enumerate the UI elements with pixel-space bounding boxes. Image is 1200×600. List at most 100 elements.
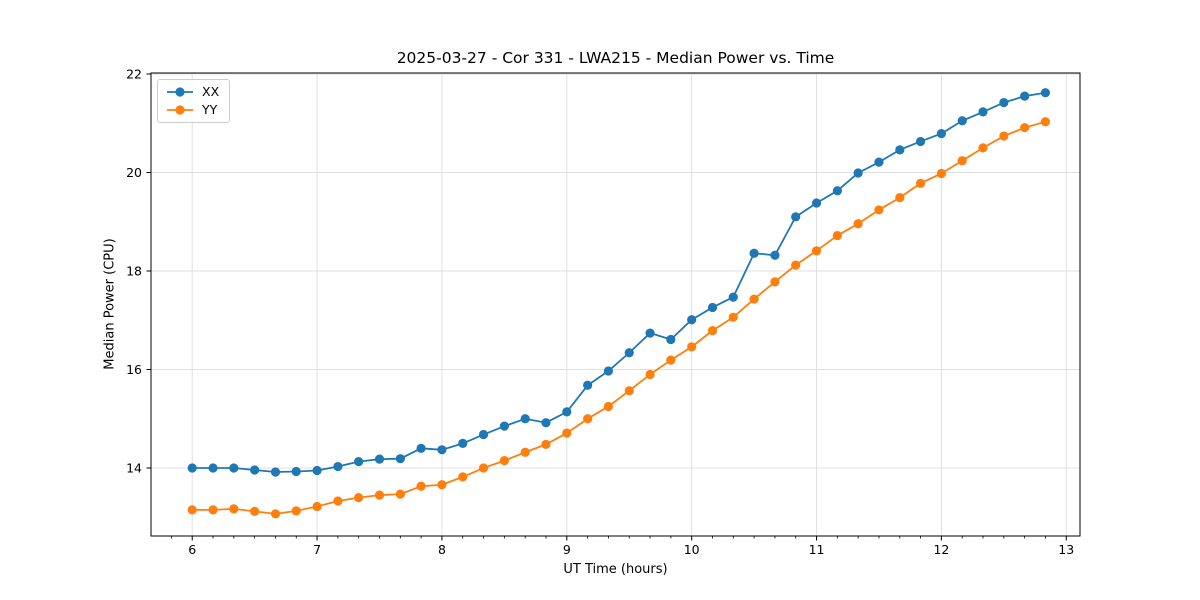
data-point-yy[interactable] [541, 439, 551, 449]
data-point-yy[interactable] [624, 386, 634, 396]
data-point-xx[interactable] [312, 465, 322, 476]
gridlines [151, 73, 1080, 536]
data-point-yy[interactable] [645, 369, 655, 380]
data-point-yy[interactable] [583, 414, 593, 424]
data-point-xx[interactable] [583, 380, 593, 390]
data-point-xx[interactable] [770, 250, 780, 260]
data-point-yy[interactable] [187, 505, 197, 515]
data-point-yy[interactable] [978, 143, 988, 153]
data-point-xx[interactable] [978, 107, 988, 117]
data-point-xx[interactable] [874, 157, 884, 167]
data-point-xx[interactable] [645, 328, 655, 338]
data-point-xx[interactable] [1040, 88, 1051, 98]
data-point-yy[interactable] [936, 168, 946, 179]
data-point-xx[interactable] [250, 465, 260, 475]
series-xx[interactable] [187, 88, 1051, 477]
data-point-yy[interactable] [229, 504, 239, 514]
data-point-yy[interactable] [270, 509, 281, 519]
data-point-xx[interactable] [895, 145, 905, 155]
data-point-xx[interactable] [936, 128, 946, 139]
legend-swatch-yy-icon [167, 105, 193, 115]
data-point-xx[interactable] [291, 466, 301, 477]
series-yy[interactable] [187, 117, 1051, 519]
data-point-yy[interactable] [1040, 117, 1051, 127]
data-point-yy[interactable] [312, 501, 322, 512]
data-point-xx[interactable] [395, 454, 405, 464]
data-point-yy[interactable] [1020, 123, 1030, 133]
data-point-yy[interactable] [874, 205, 884, 215]
data-point-xx[interactable] [1020, 91, 1030, 101]
x-tick-label: 10 [684, 542, 700, 557]
x-tick-label: 9 [563, 542, 571, 557]
data-point-xx[interactable] [541, 418, 551, 428]
data-point-yy[interactable] [811, 246, 822, 256]
data-point-xx[interactable] [666, 334, 676, 345]
data-point-xx[interactable] [603, 366, 613, 376]
data-point-yy[interactable] [832, 230, 842, 241]
data-point-xx[interactable] [999, 97, 1009, 108]
data-point-yy[interactable] [791, 260, 801, 270]
data-point-yy[interactable] [250, 506, 260, 516]
data-point-xx[interactable] [832, 186, 842, 196]
data-point-yy[interactable] [437, 480, 447, 490]
data-point-yy[interactable] [957, 156, 967, 166]
plot-border [150, 72, 1081, 537]
y-axis-label: Median Power (CPU) [102, 238, 118, 370]
data-point-xx[interactable] [915, 136, 926, 147]
data-point-xx[interactable] [478, 429, 489, 440]
data-point-yy[interactable] [770, 277, 780, 287]
y-tick-label: 14 [126, 461, 142, 476]
data-point-xx[interactable] [458, 438, 468, 448]
data-point-yy[interactable] [853, 219, 863, 229]
data-point-yy[interactable] [749, 294, 759, 304]
data-point-yy[interactable] [291, 506, 301, 516]
data-point-yy[interactable] [395, 489, 405, 499]
data-point-xx[interactable] [270, 467, 281, 477]
data-point-xx[interactable] [229, 463, 239, 473]
data-point-xx[interactable] [354, 457, 364, 467]
data-point-xx[interactable] [562, 407, 572, 417]
data-point-yy[interactable] [458, 472, 468, 482]
data-point-yy[interactable] [354, 492, 364, 503]
data-point-xx[interactable] [957, 116, 967, 126]
data-point-yy[interactable] [603, 401, 613, 412]
data-point-yy[interactable] [374, 490, 385, 500]
data-point-yy[interactable] [707, 326, 718, 336]
data-point-yy[interactable] [499, 456, 509, 466]
data-point-xx[interactable] [437, 445, 447, 455]
data-point-yy[interactable] [999, 131, 1009, 141]
data-point-yy[interactable] [416, 481, 426, 491]
axes: 6 7 8 9 10 11 12 13 14 16 18 20 22 [126, 66, 1081, 557]
series-line-xx [192, 91, 1046, 473]
data-point-xx[interactable] [333, 461, 343, 472]
data-point-xx[interactable] [208, 463, 218, 473]
data-point-xx[interactable] [520, 414, 530, 424]
data-point-xx[interactable] [416, 443, 426, 453]
data-point-xx[interactable] [728, 292, 738, 302]
data-point-xx[interactable] [187, 463, 197, 473]
data-point-xx[interactable] [811, 198, 822, 208]
legend-item-xx: XX [165, 85, 219, 99]
data-point-xx[interactable] [749, 248, 759, 258]
data-point-xx[interactable] [687, 315, 697, 325]
data-point-yy[interactable] [895, 193, 905, 203]
data-point-yy[interactable] [208, 505, 218, 515]
data-point-xx[interactable] [707, 302, 718, 313]
data-point-yy[interactable] [478, 463, 489, 473]
data-point-yy[interactable] [333, 496, 343, 506]
x-axis-label: UT Time (hours) [563, 562, 668, 577]
data-point-yy[interactable] [687, 342, 697, 352]
data-point-yy[interactable] [915, 178, 926, 188]
data-point-xx[interactable] [791, 212, 801, 222]
data-point-xx[interactable] [624, 348, 634, 358]
legend[interactable]: XX YY [157, 79, 231, 123]
data-point-yy[interactable] [562, 428, 572, 438]
data-point-yy[interactable] [728, 312, 738, 322]
legend-swatch-xx-icon [167, 87, 193, 97]
data-point-yy[interactable] [666, 355, 676, 365]
data-point-xx[interactable] [853, 168, 863, 178]
y-tick-label: 16 [126, 362, 142, 377]
data-point-yy[interactable] [520, 447, 530, 457]
data-point-xx[interactable] [374, 454, 385, 464]
data-point-xx[interactable] [499, 421, 509, 431]
